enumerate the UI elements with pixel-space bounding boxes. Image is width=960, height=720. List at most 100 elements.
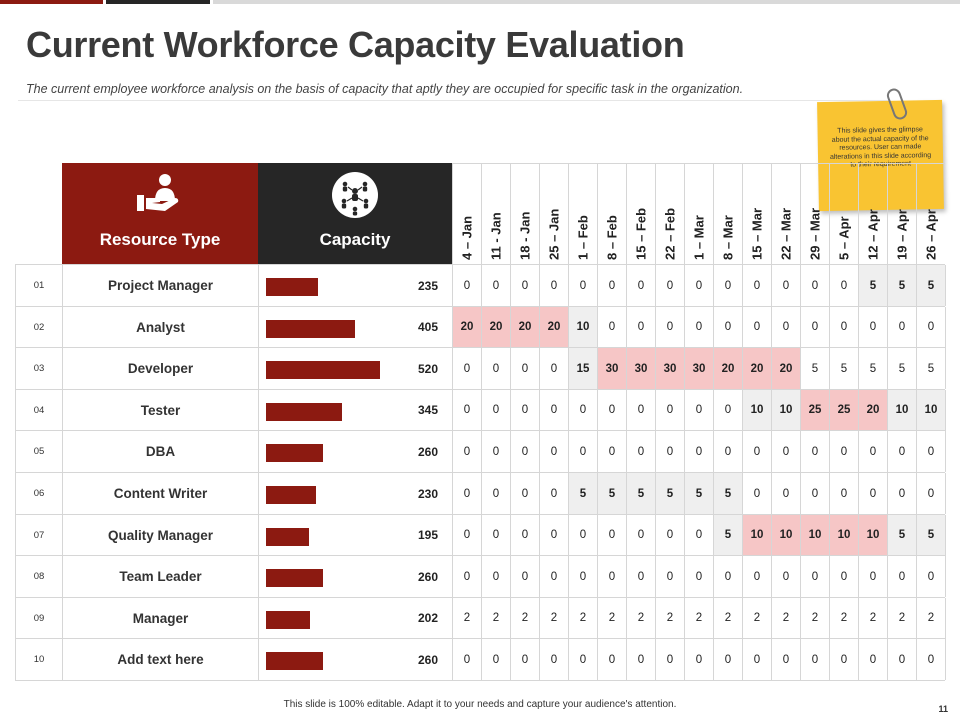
date-label: 4 – Jan <box>459 215 475 260</box>
resource-name: Team Leader <box>62 556 258 598</box>
allocation-cell: 20 <box>481 306 510 348</box>
allocation-cell: 0 <box>916 306 945 348</box>
resource-name: Tester <box>62 389 258 431</box>
allocation-cell: 0 <box>829 431 858 473</box>
allocation-cell: 20 <box>771 348 800 390</box>
allocation-cell: 2 <box>858 597 887 639</box>
allocation-cell: 30 <box>655 348 684 390</box>
allocation-cell: 0 <box>539 265 568 306</box>
allocation-cell: 0 <box>510 431 539 473</box>
allocation-cell: 0 <box>510 514 539 556</box>
row-number: 08 <box>15 556 62 598</box>
date-header: 26 – Apr <box>916 163 945 264</box>
capacity-bar <box>266 361 380 380</box>
allocation-cell: 0 <box>713 431 742 473</box>
date-header: 12 – Apr <box>858 163 887 264</box>
allocation-cell: 2 <box>916 597 945 639</box>
resource-type-label: Resource Type <box>99 230 221 249</box>
allocation-cell: 5 <box>684 473 713 514</box>
allocation-cell: 0 <box>655 389 684 431</box>
allocation-cell: 0 <box>597 514 626 556</box>
allocation-cell: 0 <box>742 473 771 514</box>
allocation-cell: 0 <box>655 514 684 556</box>
allocation-cell: 10 <box>800 514 829 556</box>
allocation-cell: 0 <box>684 431 713 473</box>
allocation-cell: 5 <box>829 348 858 390</box>
allocation-cell: 0 <box>597 306 626 348</box>
row-right-border <box>945 389 946 431</box>
row-number: 04 <box>15 389 62 431</box>
allocation-cell: 0 <box>655 306 684 348</box>
date-header: 22 – Mar <box>771 163 800 264</box>
allocation-cell: 0 <box>626 306 655 348</box>
allocation-cell: 0 <box>597 389 626 431</box>
allocation-cell: 0 <box>858 306 887 348</box>
allocation-cell: 5 <box>713 514 742 556</box>
capacity-bar <box>266 652 323 671</box>
allocation-cell: 0 <box>684 306 713 348</box>
allocation-cell: 5 <box>858 348 887 390</box>
allocation-cell: 20 <box>452 306 481 348</box>
allocation-cell: 0 <box>887 306 916 348</box>
allocation-cell: 0 <box>887 556 916 598</box>
allocation-cell: 5 <box>858 265 887 306</box>
capacity-cell: 202 <box>258 597 452 639</box>
allocation-cell: 25 <box>829 389 858 431</box>
allocation-cell: 5 <box>887 265 916 306</box>
allocation-cell: 5 <box>597 473 626 514</box>
date-label: 5 – Apr <box>836 216 852 260</box>
allocation-cell: 5 <box>916 514 945 556</box>
table-row: 05 DBA 260 0 0 0 0 0 0 0 0 0 0 0 0 0 0 0 0 0 <box>15 430 946 473</box>
allocation-cell: 0 <box>452 514 481 556</box>
row-right-border <box>945 348 946 390</box>
footer-text: This slide is 100% editable. Adapt it to… <box>283 699 677 710</box>
allocation-cell: 5 <box>655 473 684 514</box>
allocation-cell: 0 <box>481 389 510 431</box>
allocation-cell: 0 <box>771 639 800 681</box>
date-header: 25 – Jan <box>539 163 568 264</box>
allocation-cell: 0 <box>568 556 597 598</box>
allocation-cell: 0 <box>510 389 539 431</box>
allocation-cell: 0 <box>713 639 742 681</box>
allocation-cell: 0 <box>568 639 597 681</box>
allocation-cell: 5 <box>887 514 916 556</box>
row-number: 10 <box>15 639 62 681</box>
table-row: 01 Project Manager 235 0 0 0 0 0 0 0 0 0 0 0 0 0 0 5 5 5 <box>15 264 946 306</box>
allocation-cell: 5 <box>713 473 742 514</box>
allocation-cell: 0 <box>510 265 539 306</box>
capacity-cell: 260 <box>258 556 452 598</box>
allocation-cell: 2 <box>452 597 481 639</box>
allocation-cell: 0 <box>481 514 510 556</box>
allocation-cell: 0 <box>481 348 510 390</box>
allocation-cell: 0 <box>887 639 916 681</box>
allocation-cell: 2 <box>887 597 916 639</box>
allocation-cell: 0 <box>771 306 800 348</box>
capacity-cell: 260 <box>258 431 452 473</box>
allocation-cell: 0 <box>858 473 887 514</box>
capacity-value: 405 <box>417 320 438 335</box>
allocation-cell: 0 <box>713 556 742 598</box>
capacity-cell: 405 <box>258 306 452 348</box>
allocation-cell: 0 <box>742 306 771 348</box>
date-label: 8 – Mar <box>720 215 736 260</box>
allocation-cell: 0 <box>829 265 858 306</box>
allocation-cell: 5 <box>626 473 655 514</box>
allocation-cell: 0 <box>481 639 510 681</box>
date-label: 15 – Feb <box>633 207 649 260</box>
row-number: 06 <box>15 473 62 514</box>
allocation-cell: 20 <box>858 389 887 431</box>
allocation-cell: 5 <box>916 265 945 306</box>
allocation-cell: 0 <box>800 265 829 306</box>
allocation-cell: 0 <box>887 473 916 514</box>
allocation-cell: 0 <box>539 389 568 431</box>
allocation-cell: 0 <box>684 514 713 556</box>
allocation-cell: 2 <box>771 597 800 639</box>
allocation-cell: 10 <box>887 389 916 431</box>
allocation-cell: 0 <box>452 348 481 390</box>
allocation-cell: 2 <box>800 597 829 639</box>
row-number: 01 <box>15 265 62 306</box>
allocation-cell: 0 <box>539 473 568 514</box>
allocation-cell: 0 <box>742 265 771 306</box>
date-header: 22 – Feb <box>655 163 684 264</box>
allocation-cell: 0 <box>829 639 858 681</box>
